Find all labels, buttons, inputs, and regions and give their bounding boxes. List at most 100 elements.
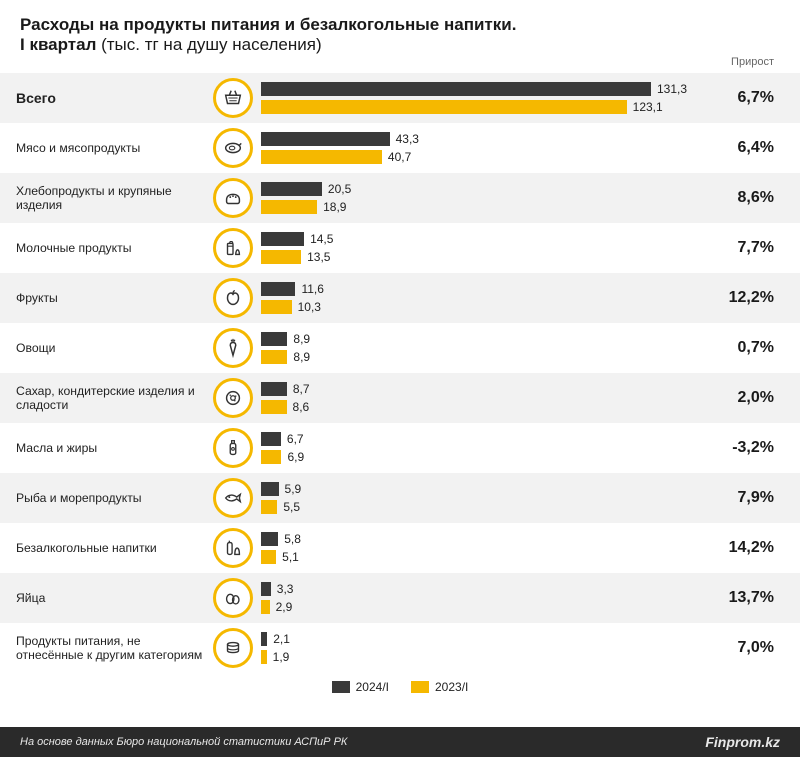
row-growth: -3,2% bbox=[675, 439, 800, 457]
bar-2024: 6,7 bbox=[261, 431, 675, 447]
legend-label-b: 2023/I bbox=[435, 680, 468, 694]
row-label: Яйца bbox=[16, 591, 211, 606]
bar-2023: 6,9 bbox=[261, 449, 675, 465]
bar-2024: 14,5 bbox=[261, 231, 675, 247]
bar-value-2023: 5,1 bbox=[282, 550, 299, 564]
chart-row: Фрукты 11,6 10,3 12,2% bbox=[0, 273, 800, 323]
bar-2024: 5,9 bbox=[261, 481, 675, 497]
bar-2023: 5,1 bbox=[261, 549, 675, 565]
row-label: Масла и жиры bbox=[16, 441, 211, 456]
bar-2023: 18,9 bbox=[261, 199, 675, 215]
bar-chart: Всего 131,3 123,1 6,7% Мясо и мясопродукты 43… bbox=[0, 73, 800, 673]
source-brand: Finprom.kz bbox=[705, 734, 780, 750]
row-bars: 14,5 13,5 bbox=[255, 231, 675, 265]
row-label: Овощи bbox=[16, 341, 211, 356]
basket-icon bbox=[213, 78, 253, 118]
row-bars: 6,76,9 bbox=[255, 431, 675, 465]
row-label: Продукты питания, не отнесённые к другим… bbox=[16, 634, 211, 663]
row-label: Сахар, кондитерские изделия и сладости bbox=[16, 384, 211, 413]
chart-row: Всего 131,3 123,1 6,7% bbox=[0, 73, 800, 123]
bar-value-2024: 20,5 bbox=[328, 182, 351, 196]
bar-value-2023: 123,1 bbox=[633, 100, 663, 114]
bar-2024: 11,6 bbox=[261, 281, 675, 297]
chart-row: Масла и жиры6,76,9-3,2% bbox=[0, 423, 800, 473]
bar-value-2023: 6,9 bbox=[287, 450, 304, 464]
bar-value-2024: 8,9 bbox=[293, 332, 310, 346]
row-icon-wrap bbox=[211, 378, 255, 418]
bar-value-2024: 2,1 bbox=[273, 632, 290, 646]
milk-icon bbox=[213, 228, 253, 268]
row-bars: 11,6 10,3 bbox=[255, 281, 675, 315]
row-label: Фрукты bbox=[16, 291, 211, 306]
bar-2023: 8,6 bbox=[261, 399, 675, 415]
row-label: Безалкогольные напитки bbox=[16, 541, 211, 556]
apple-icon bbox=[213, 278, 253, 318]
row-bars: 3,32,9 bbox=[255, 581, 675, 615]
subtitle-bold: I квартал bbox=[20, 35, 101, 54]
legend-label-a: 2024/I bbox=[356, 680, 389, 694]
chart-row: Безалкогольные напитки 5,8 5,1 14,2% bbox=[0, 523, 800, 573]
fish-icon bbox=[213, 478, 253, 518]
bread-icon bbox=[213, 178, 253, 218]
bar-value-2024: 11,6 bbox=[301, 282, 323, 296]
egg-icon bbox=[213, 578, 253, 618]
bar-2024: 8,7 bbox=[261, 381, 675, 397]
oil-icon bbox=[213, 428, 253, 468]
bar-value-2024: 6,7 bbox=[287, 432, 304, 446]
row-label: Мясо и мясопродукты bbox=[16, 141, 211, 156]
legend-swatch-yellow bbox=[411, 681, 429, 693]
bar-2023: 5,5 bbox=[261, 499, 675, 515]
row-label: Всего bbox=[16, 90, 211, 107]
chart-row: Молочные продукты14,513,57,7% bbox=[0, 223, 800, 273]
row-icon-wrap bbox=[211, 278, 255, 318]
row-growth: 14,2% bbox=[675, 539, 800, 557]
legend-swatch-dark bbox=[332, 681, 350, 693]
bar-value-2023: 1,9 bbox=[273, 650, 290, 664]
row-growth: 6,7% bbox=[675, 89, 800, 107]
row-bars: 8,98,9 bbox=[255, 331, 675, 365]
donut-icon bbox=[213, 378, 253, 418]
bar-2023: 13,5 bbox=[261, 249, 675, 265]
legend: 2024/I 2023/I bbox=[0, 673, 800, 698]
chart-row: Яйца3,32,913,7% bbox=[0, 573, 800, 623]
row-bars: 5,95,5 bbox=[255, 481, 675, 515]
bar-value-2023: 18,9 bbox=[323, 200, 346, 214]
bar-value-2023: 5,5 bbox=[283, 500, 300, 514]
row-label: Молочные продукты bbox=[16, 241, 211, 256]
row-bars: 8,78,6 bbox=[255, 381, 675, 415]
row-label: Рыба и морепродукты bbox=[16, 491, 211, 506]
row-growth: 7,0% bbox=[675, 639, 800, 657]
legend-item-2024: 2024/I bbox=[332, 680, 389, 694]
row-icon-wrap bbox=[211, 78, 255, 118]
bar-2024: 3,3 bbox=[261, 581, 675, 597]
subtitle-thin: (тыс. тг на душу населения) bbox=[101, 35, 322, 54]
legend-item-2023: 2023/I bbox=[411, 680, 468, 694]
page-title: Расходы на продукты питания и безалкогол… bbox=[20, 14, 780, 35]
bar-value-2023: 10,3 bbox=[298, 300, 321, 314]
bar-value-2024: 14,5 bbox=[310, 232, 333, 246]
can-icon bbox=[213, 628, 253, 668]
chart-row: Хлебопродукты и крупяные изделия20,518,9… bbox=[0, 173, 800, 223]
row-icon-wrap bbox=[211, 128, 255, 168]
bar-2024: 20,5 bbox=[261, 181, 675, 197]
header: Расходы на продукты питания и безалкогол… bbox=[0, 0, 800, 63]
bar-value-2023: 8,6 bbox=[293, 400, 310, 414]
bar-2023: 8,9 bbox=[261, 349, 675, 365]
row-icon-wrap bbox=[211, 328, 255, 368]
row-growth: 12,2% bbox=[675, 289, 800, 307]
chart-row: Продукты питания, не отнесённые к другим… bbox=[0, 623, 800, 673]
bar-2024: 131,3 bbox=[261, 81, 675, 97]
bar-value-2024: 5,8 bbox=[284, 532, 301, 546]
chart-row: Мясо и мясопродукты 43,3 40,7 6,4% bbox=[0, 123, 800, 173]
meat-icon bbox=[213, 128, 253, 168]
bar-2024: 2,1 bbox=[261, 631, 675, 647]
bar-2024: 5,8 bbox=[261, 531, 675, 547]
row-growth: 8,6% bbox=[675, 189, 800, 207]
drink-icon bbox=[213, 528, 253, 568]
bar-value-2024: 43,3 bbox=[396, 132, 419, 146]
row-growth: 6,4% bbox=[675, 139, 800, 157]
row-growth: 7,9% bbox=[675, 489, 800, 507]
carrot-icon bbox=[213, 328, 253, 368]
row-bars: 131,3 123,1 bbox=[255, 81, 675, 115]
bar-value-2023: 40,7 bbox=[388, 150, 411, 164]
